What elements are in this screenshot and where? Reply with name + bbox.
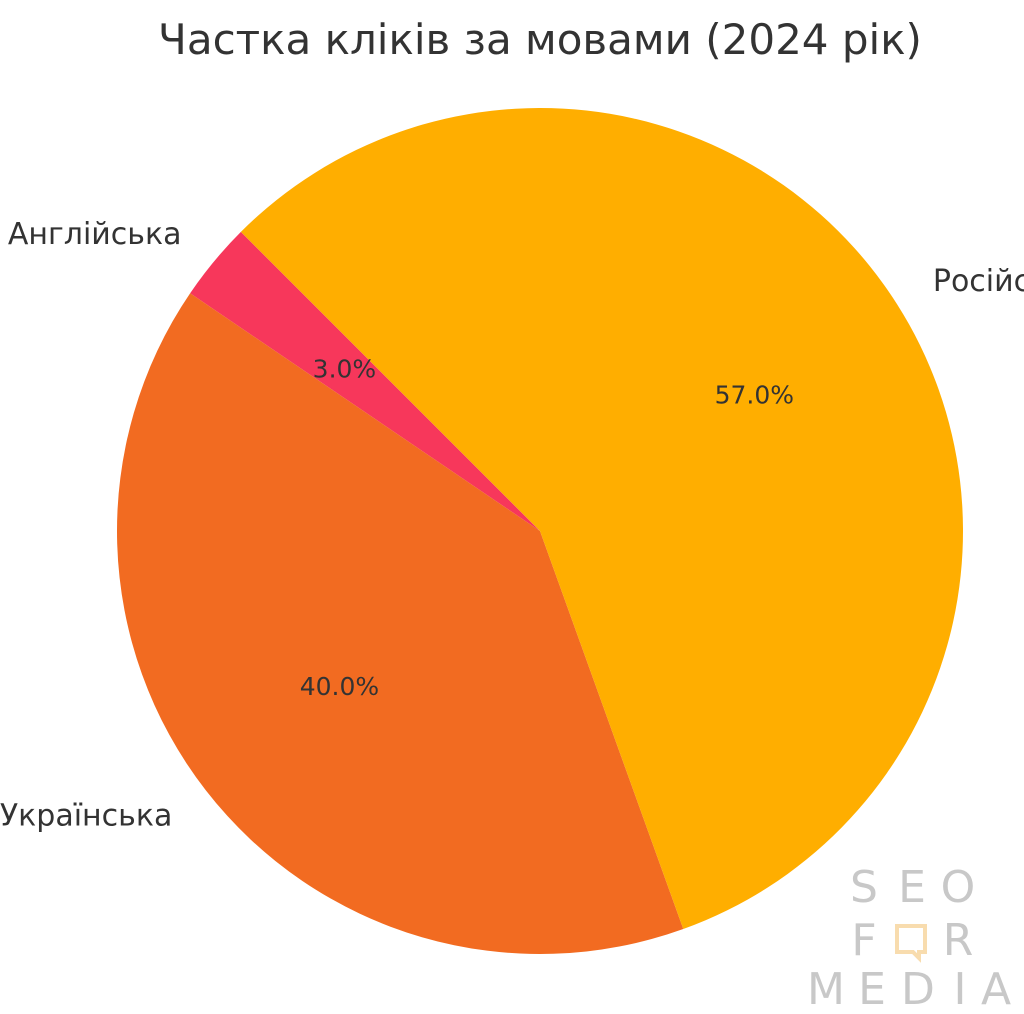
watermark-letter: S xyxy=(850,862,878,913)
watermark-letter: I xyxy=(954,964,967,1014)
speech-bubble-icon xyxy=(895,924,927,963)
watermark-letter: A xyxy=(981,964,1011,1014)
watermark-letter: F xyxy=(851,915,876,966)
pie-percent-label: 40.0% xyxy=(300,672,379,701)
watermark-letter: M xyxy=(807,964,845,1014)
pie-slice-2 xyxy=(240,108,963,929)
watermark-letter: O xyxy=(941,862,976,913)
pie-percent-label: 3.0% xyxy=(313,355,377,384)
seo-for-media-watermark: S E O F R M E D I A xyxy=(807,862,1011,1014)
pie-labels: 3.0% Англійська 40.0% Українська 57.0% Російс… xyxy=(0,217,1024,834)
pie-slice-0 xyxy=(190,231,541,531)
pie-category-label: Російська xyxy=(933,264,1024,299)
pie-slice-1 xyxy=(117,293,684,954)
pie-category-label: Українська xyxy=(0,799,172,834)
watermark-letter: R xyxy=(943,915,974,966)
pie-category-label: Англійська xyxy=(8,217,182,252)
chart-title: Частка кліків за мовами (2024 рік) xyxy=(158,15,922,64)
watermark-letter: E xyxy=(898,862,926,913)
watermark-letter: E xyxy=(858,964,886,1014)
pie-percent-label: 57.0% xyxy=(715,381,794,410)
watermark-letter: D xyxy=(901,964,935,1014)
pie-slices xyxy=(117,108,963,954)
